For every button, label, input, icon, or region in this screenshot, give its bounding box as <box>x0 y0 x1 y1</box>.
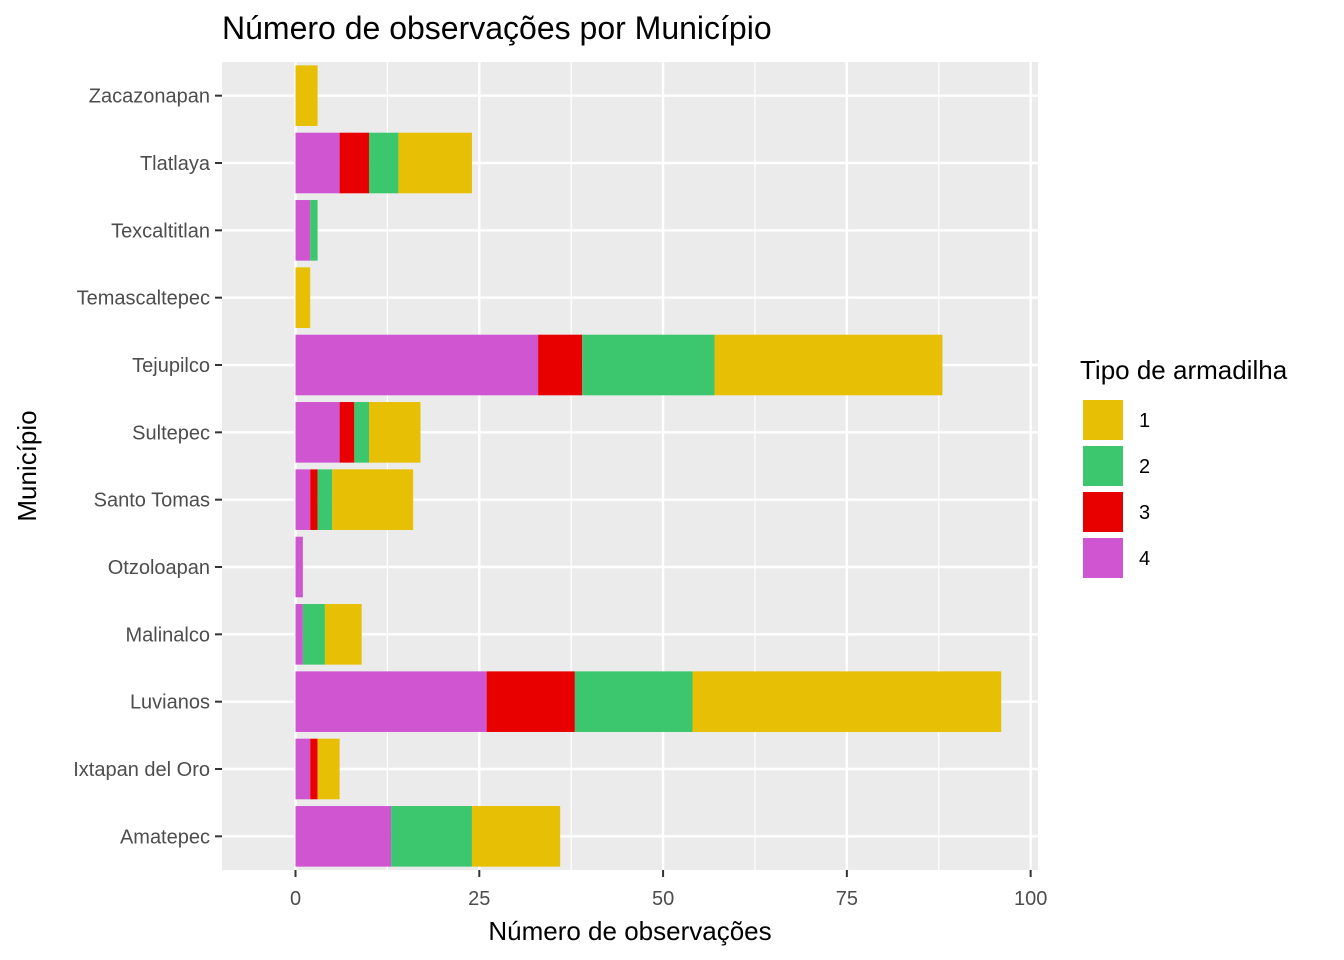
bar-segment <box>295 604 303 665</box>
legend-label: 2 <box>1139 456 1150 478</box>
bar-segment <box>295 200 311 261</box>
chart-title: Número de observações por Município <box>222 10 772 46</box>
y-tick-label: Zacazonapan <box>89 86 210 108</box>
bar-segment <box>310 469 318 530</box>
bar-segment <box>339 402 355 463</box>
bar-segment <box>332 469 414 530</box>
bar-segment <box>295 738 311 800</box>
bar-segment <box>369 402 421 463</box>
bar-segment <box>692 671 1002 732</box>
y-axis: Amatepec Ixtapan del Oro Luvianos Malinalco… <box>73 86 222 848</box>
legend-key <box>1081 536 1125 580</box>
bar-segment <box>295 806 392 867</box>
legend-key <box>1081 490 1125 534</box>
legend-label: 1 <box>1139 410 1150 432</box>
legend-label: 3 <box>1139 502 1150 524</box>
y-tick-label: Tlatlaya <box>140 153 211 175</box>
bar-segment <box>582 334 715 396</box>
bar-segment <box>574 671 693 732</box>
y-tick-label: Ixtapan del Oro <box>73 759 210 781</box>
gridlines <box>222 62 1038 870</box>
bar-segment <box>295 132 340 194</box>
bar-segment <box>471 806 561 867</box>
bar-segment <box>486 671 575 732</box>
bar-segment <box>295 334 539 396</box>
y-tick-label: Tejupilco <box>132 355 210 377</box>
bar-segment <box>295 402 340 463</box>
bar-segment <box>295 267 311 328</box>
legend-key <box>1081 444 1125 488</box>
bar-segment <box>369 132 399 194</box>
bar-segment <box>295 671 487 732</box>
bar-segment <box>295 65 318 126</box>
y-tick-label: Sultepec <box>132 422 210 444</box>
bar-segment <box>391 806 472 867</box>
x-tick-label: 75 <box>836 888 858 910</box>
bar-segment <box>302 604 325 665</box>
y-tick-label: Luvianos <box>130 692 210 714</box>
bar-segment <box>538 334 583 396</box>
x-axis: 0 25 50 75 100 <box>290 870 1047 910</box>
y-tick-label: Texcaltitlan <box>111 220 210 242</box>
x-tick-label: 0 <box>290 888 301 910</box>
bar-segment <box>310 200 318 261</box>
y-tick-label: Temascaltepec <box>77 288 210 310</box>
bar-segment <box>295 536 303 598</box>
x-axis-title: Número de observações <box>488 916 771 946</box>
bar-segment <box>714 334 943 396</box>
y-tick-label: Otzoloapan <box>108 557 210 579</box>
y-tick-label: Santo Tomas <box>94 490 210 512</box>
legend: Tipo de armadilha 1 2 3 4 <box>1080 355 1288 580</box>
x-tick-label: 50 <box>652 888 674 910</box>
bar-segment <box>398 132 472 194</box>
bar-segment <box>339 132 370 194</box>
y-tick-label: Malinalco <box>126 624 210 646</box>
legend-key <box>1081 398 1125 442</box>
bar-segment <box>354 402 370 463</box>
bar-segment <box>295 469 311 530</box>
legend-label: 4 <box>1139 548 1150 570</box>
bar-segment <box>324 604 362 665</box>
plot-panel <box>222 62 1038 870</box>
bar-segment <box>317 469 333 530</box>
y-axis-title: Município <box>12 410 42 521</box>
bar-segment <box>317 738 340 800</box>
bars <box>295 65 1002 867</box>
y-tick-label: Amatepec <box>120 826 210 848</box>
bar-segment <box>310 738 318 800</box>
x-tick-label: 25 <box>468 888 490 910</box>
legend-title: Tipo de armadilha <box>1080 355 1288 385</box>
x-tick-label: 100 <box>1014 888 1047 910</box>
